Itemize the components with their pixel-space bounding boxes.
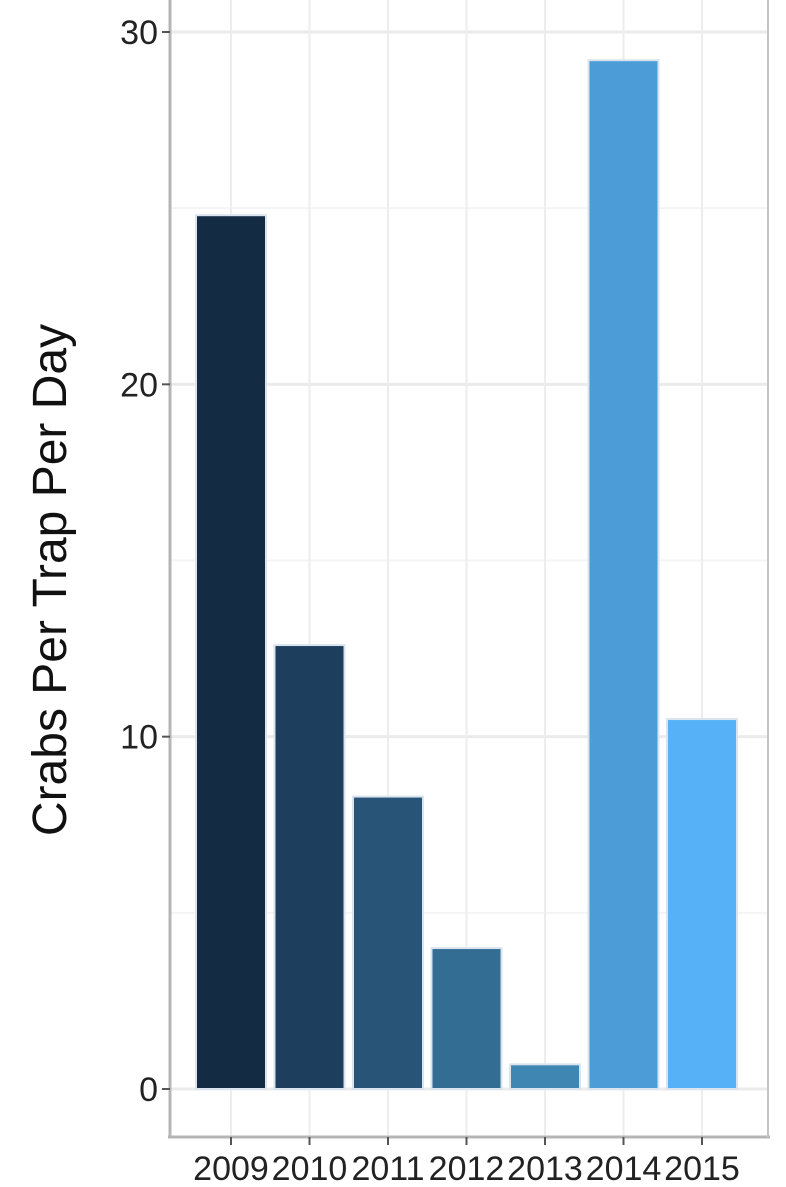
x-tick-label: 2015 — [664, 1150, 740, 1187]
x-tick-label: 2013 — [507, 1150, 583, 1187]
axes — [168, 0, 770, 1139]
bar-2012 — [430, 947, 503, 1090]
x-tick-label: 2009 — [193, 1150, 269, 1187]
bar-2010 — [273, 644, 346, 1090]
y-axis-label: Crabs Per Trap Per Day — [24, 324, 77, 836]
y-tick-label: 20 — [120, 366, 158, 404]
x-tick-label: 2014 — [586, 1150, 662, 1187]
bar-2009 — [195, 214, 267, 1091]
y-tick-label: 10 — [120, 719, 158, 757]
bar-2015 — [666, 718, 738, 1090]
bars — [195, 59, 738, 1091]
bar-2011 — [352, 795, 424, 1091]
x-tick-label: 2011 — [351, 1150, 424, 1187]
x-ticks: 2009 2010 2011 2012 2013 2014 2015 — [193, 1137, 740, 1187]
bar-2014 — [587, 59, 660, 1091]
x-tick-label: 2012 — [429, 1150, 505, 1187]
y-tick-label: 30 — [120, 14, 158, 52]
y-tick-label: 0 — [139, 1071, 158, 1109]
x-tick-label: 2010 — [272, 1150, 348, 1187]
bar-2013 — [509, 1063, 581, 1091]
y-ticks: 0 10 20 30 — [120, 14, 170, 1109]
